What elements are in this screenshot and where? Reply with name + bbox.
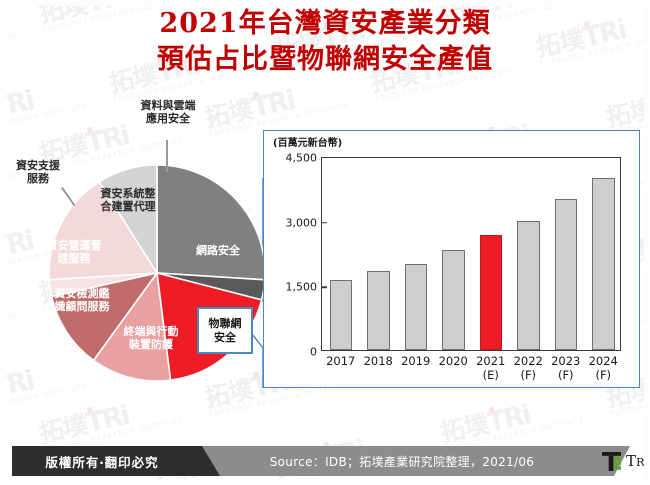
pie-chart-svg xyxy=(48,164,266,382)
iot-callout-line2: 安全 xyxy=(214,330,236,344)
pie-slice xyxy=(50,271,159,362)
pie-slice xyxy=(156,164,266,281)
bar xyxy=(554,199,577,350)
x-axis-tick: 2017 xyxy=(322,354,360,368)
brand-rend: REND xyxy=(636,455,650,469)
y-axis-tick-label: 0 xyxy=(310,345,317,359)
x-axis-tick: 2018 xyxy=(360,354,398,368)
pie-label-data-cloud-line2: 應用安全 xyxy=(146,111,190,125)
iot-security-callout: 物聯網 安全 xyxy=(197,307,253,354)
leader-line-data-cloud xyxy=(166,140,168,172)
iot-callout-line1: 物聯網 xyxy=(208,316,242,330)
x-axis-tick-label: 2023 xyxy=(551,354,581,368)
trendforce-logo-icon xyxy=(602,451,621,471)
pie-chart xyxy=(47,163,267,383)
x-axis-tick-note: (F) xyxy=(557,368,574,383)
bar xyxy=(329,280,352,350)
pie-label-data-cloud: 資料與雲端 應用安全 xyxy=(128,99,208,125)
bar xyxy=(404,264,427,350)
pie-label-support: 資安支援 服務 xyxy=(2,159,74,185)
footer: Source：IDB；拓墣產業研究院整理，2021/06 版權所有‧翻印必究 T… xyxy=(0,433,650,485)
pie-label-endpoint-line2: 裝置防護 xyxy=(129,337,173,351)
trendforce-wordmark: TRENDFORCE xyxy=(626,452,650,470)
x-axis-tick-label: 2019 xyxy=(401,354,431,368)
chart-unit-label: (百萬元新台幣) xyxy=(273,138,343,149)
bar xyxy=(442,249,465,350)
pie-label-testing-line1: 資安檢測鑑 xyxy=(54,287,110,300)
pie-label-operations-line2: 理服務 xyxy=(57,251,91,265)
x-axis-tick: 2019 xyxy=(397,354,435,368)
x-axis-tick: 2023 (F) xyxy=(547,354,585,383)
pie-slice xyxy=(98,164,158,276)
x-axis-tick: 2022 (F) xyxy=(510,354,548,383)
x-axis-tick: 2024 (F) xyxy=(585,354,623,383)
pie-label-integration-line2: 合建置代理 xyxy=(100,199,156,213)
x-axis-tick-note: (F) xyxy=(520,368,537,383)
y-axis-tick-mark xyxy=(322,286,327,289)
y-axis-tick-mark xyxy=(322,221,327,224)
pie-label-support-line1: 資安支援 xyxy=(16,159,60,172)
footer-copyright-text: 版權所有‧翻印必究 xyxy=(45,454,159,470)
x-axis-tick-label: 2024 xyxy=(588,354,618,368)
trendforce-logo: TRENDFORCE xyxy=(602,446,650,476)
x-axis-tick: 2020 xyxy=(435,354,473,368)
bar-chart-panel: (百萬元新台幣) 0 1,500 3,000 4,500 2017 2018 2019 202… xyxy=(263,130,640,388)
pie-label-endpoint-line1: 終端與行動 xyxy=(123,325,179,338)
bar xyxy=(479,234,502,350)
footer-copyright: 版權所有‧翻印必究 xyxy=(12,446,192,476)
x-axis-tick-note: (E) xyxy=(482,368,499,383)
y-axis-tick-label: 1,500 xyxy=(285,280,318,294)
x-axis-tick-label: 2018 xyxy=(363,354,393,368)
pie-label-integration-line1: 資安系統整 xyxy=(100,187,156,200)
footer-bar: Source：IDB；拓墣產業研究院整理，2021/06 版權所有‧翻印必究 T… xyxy=(12,446,650,476)
pie-label-operations-line1: 資安營運管 xyxy=(46,239,102,252)
page-title: 2021年台灣資安產業分類 預估占比暨物聯網安全產值 xyxy=(0,6,650,77)
title-line-1: 2021年台灣資安產業分類 xyxy=(159,8,491,39)
x-axis-tick: 2021 (E) xyxy=(472,354,510,383)
y-axis-tick-label: 3,000 xyxy=(285,216,318,230)
x-axis-tick-label: 2017 xyxy=(326,354,356,368)
footer-source-text: Source：IDB；拓墣產業研究院整理，2021/06 xyxy=(269,454,535,469)
x-axis-tick-label: 2020 xyxy=(438,354,468,368)
pie-label-testing: 資安檢測鑑 識顧問服務 xyxy=(42,287,122,313)
x-axis-tick-label: 2022 xyxy=(513,354,543,368)
pie-label-network-security: 網路安全 xyxy=(186,244,250,258)
bar-chart-plot-area: 0 1,500 3,000 4,500 2017 2018 2019 2020 2021 (E) 2… xyxy=(286,152,621,382)
title-line-2: 預估占比暨物聯網安全產值 xyxy=(157,43,493,75)
footer-source: Source：IDB；拓墣產業研究院整理，2021/06 xyxy=(202,446,602,476)
pie-label-support-line2: 服務 xyxy=(27,171,49,185)
pie-slice xyxy=(48,180,159,281)
x-axis-tick-label: 2021 xyxy=(476,354,506,368)
pie-label-operations: 資安營運管 理服務 xyxy=(35,239,113,265)
bar xyxy=(517,220,540,350)
bar xyxy=(592,177,615,350)
bar xyxy=(367,271,390,350)
brand-t: T xyxy=(626,452,637,470)
pie-label-data-cloud-line1: 資料與雲端 xyxy=(140,99,196,112)
pie-label-testing-line2: 識顧問服務 xyxy=(54,299,110,313)
x-axis-tick-note: (F) xyxy=(595,368,612,383)
pie-label-endpoint: 終端與行動 裝置防護 xyxy=(110,325,192,351)
pie-label-integration: 資安系統整 合建置代理 xyxy=(88,187,168,213)
y-axis-tick-label: 4,500 xyxy=(285,151,318,165)
pie-label-network-security-text: 網路安全 xyxy=(196,244,240,257)
pie-slice xyxy=(92,270,172,382)
